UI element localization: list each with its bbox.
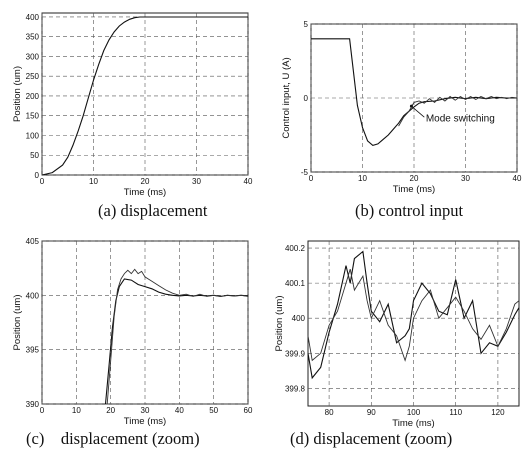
x-tick-label: 110 [449,408,462,417]
x-tick-label: 10 [89,177,98,186]
x-tick-label: 0 [309,174,314,183]
y-tick-label: 400 [292,314,306,323]
plot-frame-d [307,240,520,407]
y-tick-label: 250 [26,72,40,81]
caption-b: (b) control input [355,201,464,220]
y-tick-label: 395 [26,346,40,355]
y-tick-label: 100 [26,131,40,140]
x-tick-label: 10 [72,406,81,415]
y-tick-label: 390 [26,400,40,409]
y-tick-label: 399.8 [285,384,306,393]
y-tick-label: 0 [35,171,40,180]
x-tick-label: 40 [175,406,184,415]
x-tick-label: 40 [244,177,253,186]
x-axis-label: Time (ms) [392,418,434,429]
y-tick-label: 400 [26,13,40,22]
x-tick-label: 50 [209,406,218,415]
x-axis-label: Time (ms) [124,187,166,198]
x-tick-label: 10 [358,174,367,183]
y-axis-label: Position (um) [12,66,23,122]
x-tick-label: 60 [244,406,253,415]
y-tick-label: 399.9 [285,349,306,358]
series-line-c-2 [106,268,249,405]
y-tick-label: 5 [304,20,309,29]
y-tick-label: 300 [26,52,40,61]
series-line-b-2 [398,95,518,127]
x-tick-label: 20 [106,406,115,415]
series-line-d-2 [307,268,520,362]
x-tick-label: 0 [40,177,45,186]
y-tick-label: 0 [304,94,309,103]
series-line-b-1 [311,38,517,147]
annotation-marker [409,104,413,108]
x-tick-label: 40 [513,174,522,183]
series-line-a-1 [41,16,248,176]
y-tick-label: 200 [26,92,40,101]
chart-panel-c: 0 10 20 30 40 50 60 390 395 400 405 Time (ms) Positi… [12,237,253,427]
y-tick-label: 350 [26,33,40,42]
y-tick-label: 400.2 [285,244,306,253]
x-tick-label: 20 [141,177,150,186]
caption-d: (d) displacement (zoom) [290,429,453,448]
x-tick-label: 30 [192,177,201,186]
x-tick-label: 30 [141,406,150,415]
x-axis-label: Time (ms) [393,184,435,195]
y-axis-label: Position (um) [12,295,23,351]
y-tick-label: 405 [26,237,40,246]
caption-c: (c) displacement (zoom) [26,429,200,448]
caption-a: (a) displacement [98,201,208,220]
y-tick-label: 150 [26,112,40,121]
x-tick-label: 90 [367,408,376,417]
x-axis-label: Time (ms) [124,416,166,427]
y-axis-label: Control input, U (A) [281,57,292,138]
x-tick-label: 20 [410,174,419,183]
x-tick-label: 30 [461,174,470,183]
y-tick-label: 400.1 [285,279,306,288]
y-tick-label: 400 [26,291,40,300]
annotation-label: Mode switching [426,113,495,124]
x-tick-label: 80 [325,408,334,417]
y-tick-label: -5 [301,168,309,177]
series-line-d-1 [307,250,520,380]
x-tick-label: 120 [491,408,505,417]
y-tick-label: 50 [30,151,39,160]
x-tick-label: 0 [40,406,45,415]
chart-panel-d: 80 90 100 110 120 399.8 399.9 400 400.1 400.2 Time… [274,240,520,429]
y-axis-label: Position (um) [274,296,285,352]
annotation-pointer [411,105,425,118]
x-tick-label: 100 [407,408,421,417]
